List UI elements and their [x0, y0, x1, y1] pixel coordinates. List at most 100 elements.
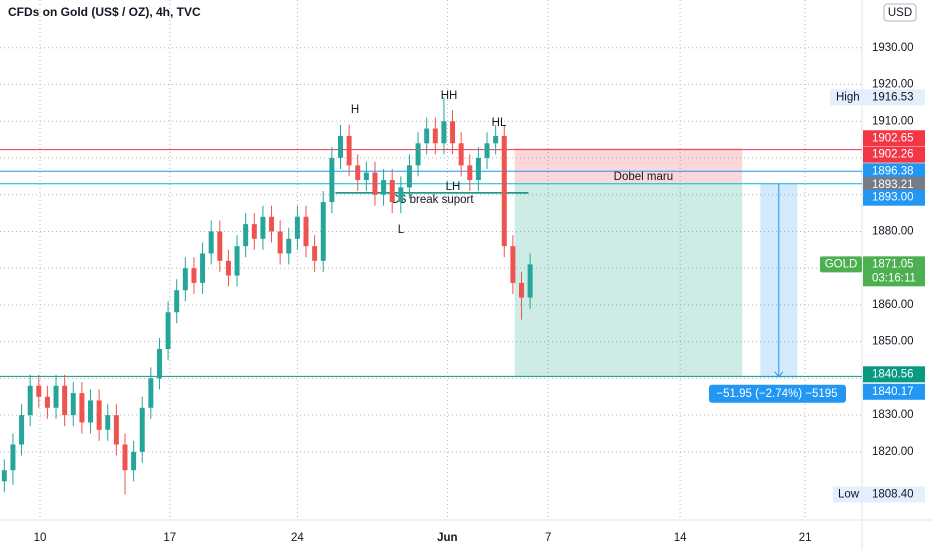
candle-body — [105, 415, 111, 430]
candle-body — [467, 165, 473, 181]
candle-body — [19, 415, 25, 445]
candle-body — [251, 224, 257, 239]
support-label: CS break suport — [390, 194, 474, 206]
price-tag-box — [863, 189, 925, 206]
high-text: High — [836, 91, 860, 103]
y-tick-label: 1830.00 — [872, 409, 914, 421]
price-tag: 1893.00 — [872, 192, 914, 204]
candle-body — [174, 290, 180, 313]
price-tag-box — [863, 163, 925, 180]
countdown: 03:16:11 — [872, 272, 916, 284]
candle-body — [519, 282, 525, 298]
candle-body — [501, 135, 507, 247]
candle-body — [406, 165, 412, 188]
target-zone — [514, 182, 743, 377]
candle-body — [475, 157, 481, 181]
y-tick-label: 1910.00 — [872, 115, 914, 127]
price-tag: 1902.26 — [872, 149, 914, 161]
stop-zone — [514, 148, 743, 183]
annotation: LH — [446, 181, 461, 193]
price-tag: 1902.65 — [872, 132, 914, 144]
candle-body — [398, 187, 404, 203]
measure-label-box — [709, 384, 846, 403]
y-tick-label: 1880.00 — [872, 225, 914, 237]
x-tick-label: 24 — [291, 532, 304, 544]
current-value: 1871.05 — [872, 258, 914, 270]
candle-body — [243, 224, 249, 247]
candle-body — [200, 253, 206, 283]
candle-body — [363, 172, 369, 181]
candle-body — [234, 246, 240, 276]
x-tick-label: 14 — [674, 532, 687, 544]
high-value: 1916.53 — [872, 91, 914, 103]
candle-body — [277, 231, 283, 254]
candle-body — [27, 385, 33, 416]
candle-body — [294, 216, 300, 239]
price-tag-box — [863, 383, 925, 400]
x-tick-label: 21 — [799, 532, 812, 544]
candle-body — [337, 135, 343, 158]
y-tick-label: 1860.00 — [872, 299, 914, 311]
annotation: HH — [441, 90, 458, 102]
candle-body — [450, 121, 456, 144]
price-tag-box — [863, 146, 925, 163]
candle-body — [1, 470, 7, 482]
candle-body — [484, 143, 490, 158]
candle-body — [458, 143, 464, 166]
candle-body — [510, 246, 516, 283]
candle-body — [148, 378, 154, 408]
candle-body — [208, 231, 214, 254]
candle-body — [217, 231, 223, 261]
candle-body — [320, 202, 326, 261]
low-text: Low — [838, 489, 860, 501]
candle-body — [260, 216, 266, 239]
candle-body — [88, 400, 94, 423]
candle-body — [441, 121, 447, 144]
candle-body — [182, 268, 188, 291]
currency[interactable]: USD — [888, 7, 912, 19]
price-tag-box — [863, 176, 925, 193]
candle-body — [122, 444, 128, 471]
currency-box[interactable] — [883, 3, 917, 22]
symbol: GOLD — [825, 258, 858, 270]
y-tick-label: 1930.00 — [872, 42, 914, 54]
candle-body — [131, 451, 137, 471]
candle-body — [389, 180, 395, 203]
candle-body — [165, 312, 171, 350]
annotation: HL — [492, 117, 507, 129]
candle-body — [312, 246, 318, 261]
candle-body — [191, 268, 197, 283]
position-label: Dobel maru — [614, 171, 673, 183]
low-value: 1808.40 — [872, 489, 914, 501]
measure-label: −51.95 (−2.74%) −5195 — [716, 388, 837, 400]
symbol-box — [820, 256, 862, 273]
candle-body — [372, 172, 378, 195]
y-tick-label: 1920.00 — [872, 79, 914, 91]
candle-body — [62, 385, 68, 416]
candle-body — [286, 238, 292, 254]
high-box — [830, 89, 925, 106]
price-tag: 1840.56 — [872, 368, 914, 380]
x-tick-label: 10 — [34, 532, 47, 544]
candle-body — [432, 128, 438, 144]
x-tick-label: Jun — [437, 532, 457, 544]
candle-body — [79, 393, 85, 423]
candle-body — [493, 135, 499, 144]
measure-arrowhead — [774, 371, 784, 378]
price-tag: 1896.38 — [872, 165, 914, 177]
chart-title: CFDs on Gold (US$ / OZ), 4h, TVC — [8, 5, 201, 19]
annotation: H — [351, 104, 359, 116]
candle-body — [381, 180, 387, 195]
candle-body — [225, 260, 231, 276]
price-tag-box — [863, 130, 925, 147]
candle-body — [269, 216, 275, 232]
candle-body — [139, 407, 145, 452]
x-tick-label: 17 — [163, 532, 176, 544]
candle-body — [355, 165, 361, 181]
candle-body — [303, 216, 309, 247]
candle-body — [10, 444, 16, 471]
candle-body — [113, 415, 119, 445]
candle-body — [346, 135, 352, 166]
